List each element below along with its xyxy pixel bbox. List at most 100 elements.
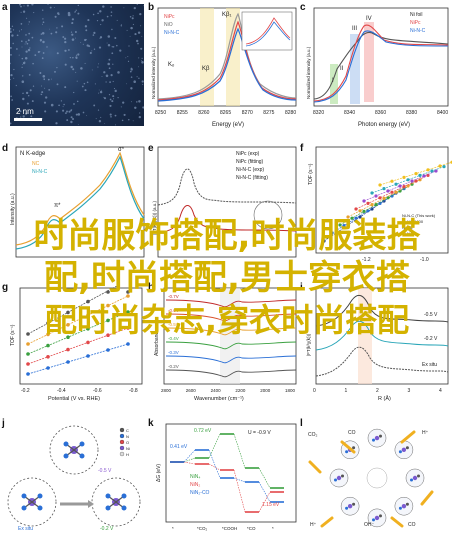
tof-point bbox=[370, 203, 374, 207]
stem-atom-dot bbox=[98, 89, 100, 91]
stem-atom-dot bbox=[101, 76, 103, 78]
k-xcat-label: *COOH bbox=[222, 526, 237, 531]
scalebar-label: 2 nm bbox=[16, 107, 34, 116]
stem-atom-dot bbox=[130, 68, 133, 71]
stem-atom-dot bbox=[94, 83, 96, 85]
panel-l-reaction-cycle: CO₂ H⁺ CO OH⁻ CO H⁺ bbox=[302, 422, 452, 534]
stem-atom-dot bbox=[21, 80, 25, 83]
stem-atom-dot bbox=[80, 67, 83, 70]
axis-tick-label: 8400 bbox=[437, 110, 448, 116]
stem-atom-dot bbox=[129, 35, 131, 37]
stem-atom-dot bbox=[85, 39, 87, 41]
stem-atom-dot bbox=[136, 4, 138, 5]
d-legend-ninc: Ni-N-C bbox=[32, 169, 48, 175]
stem-atom-dot bbox=[113, 88, 116, 90]
tof-point bbox=[398, 184, 402, 188]
stem-atom-dot bbox=[73, 103, 75, 105]
stem-atom-dot bbox=[32, 85, 35, 87]
g-point bbox=[86, 313, 90, 317]
e-legend-4: Ni-N-C (fitting) bbox=[236, 175, 268, 181]
stem-atom-dot bbox=[116, 44, 118, 47]
stem-atom-dot bbox=[77, 4, 80, 7]
stem-atom-dot bbox=[131, 17, 134, 20]
stem-atom-dot bbox=[104, 123, 105, 124]
stem-atom-dot bbox=[19, 4, 21, 6]
e-legend-2: NiPc (fitting) bbox=[236, 159, 264, 165]
stem-atom-dot bbox=[125, 83, 127, 85]
stem-atom-dot bbox=[13, 77, 15, 79]
stem-atom-dot bbox=[10, 79, 11, 81]
stem-atom-dot bbox=[19, 110, 22, 113]
g-point bbox=[86, 327, 90, 331]
k-value-1: 0.41 eV bbox=[170, 444, 188, 450]
tof-point bbox=[378, 183, 382, 187]
stem-atom-dot bbox=[143, 5, 144, 7]
g-point bbox=[66, 310, 70, 315]
f-legend-1: Ni-N-C (This work) bbox=[402, 213, 436, 218]
stem-atom-dot bbox=[140, 25, 142, 27]
n-atom bbox=[121, 493, 127, 499]
stem-atom-dot bbox=[42, 75, 46, 78]
ir-potential-label: -0.7V bbox=[168, 294, 179, 299]
d-title: N K-edge bbox=[20, 151, 46, 157]
panel-label-g: g bbox=[2, 282, 9, 293]
panel-i-insitu-exafs: -0.5 V -0.2 V Ex situ 0 1 2 3 4 R (Å) |FT(k³… bbox=[302, 286, 452, 404]
stem-atom-dot bbox=[141, 80, 144, 83]
stem-atom-dot bbox=[111, 100, 114, 103]
stem-atom-dot bbox=[31, 36, 34, 39]
stem-atom-dot bbox=[93, 48, 96, 50]
stem-atom-dot bbox=[129, 16, 132, 18]
stem-atom-dot bbox=[138, 57, 140, 59]
stem-atom-dot bbox=[42, 40, 45, 44]
stem-atom-dot bbox=[71, 38, 75, 41]
stem-atom-dot bbox=[99, 36, 103, 39]
stem-atom-dot bbox=[77, 12, 80, 15]
stem-atom-dot bbox=[27, 112, 29, 114]
axis-tick-label: 2200 bbox=[235, 388, 246, 393]
g-xlabel: Potential (V vs. RHE) bbox=[48, 396, 100, 402]
tof-point bbox=[426, 173, 430, 177]
tof-point bbox=[418, 178, 422, 182]
stem-atom-dot bbox=[10, 27, 12, 30]
g-point bbox=[46, 343, 50, 348]
stem-atom-dot bbox=[133, 80, 136, 83]
axis-tick-label: 0 bbox=[313, 388, 316, 394]
legend-ni-foil: Ni foil bbox=[410, 12, 423, 18]
g-point bbox=[26, 352, 30, 356]
stem-atom-dot bbox=[105, 74, 109, 78]
stem-atom-dot bbox=[107, 62, 110, 66]
g-point bbox=[126, 342, 130, 346]
legend-nc: NC bbox=[32, 161, 40, 167]
stem-atom-dot bbox=[110, 11, 113, 13]
stem-atom-dot bbox=[92, 13, 95, 16]
stem-atom-dot bbox=[84, 62, 86, 64]
tof-point bbox=[378, 196, 382, 200]
g-point bbox=[106, 333, 110, 337]
tof-point bbox=[438, 164, 442, 168]
i-label-exsitu: Ex situ bbox=[422, 362, 437, 368]
reaction-arrow bbox=[320, 516, 334, 528]
stem-atom-dot bbox=[42, 52, 45, 54]
stem-atom-dot bbox=[10, 46, 12, 49]
n-atom bbox=[105, 505, 111, 511]
stem-atom-dot bbox=[109, 98, 112, 101]
stem-atom-dot bbox=[24, 56, 28, 60]
k-xcat-label: *CO₂ bbox=[197, 526, 208, 531]
stem-atom-dot bbox=[27, 48, 31, 52]
stem-atom-dot bbox=[66, 110, 68, 113]
stem-atom-dot bbox=[70, 65, 73, 69]
stem-atom-dot bbox=[121, 119, 124, 122]
stem-atom-dot bbox=[100, 116, 102, 118]
n-atom bbox=[21, 505, 27, 511]
stem-atom-dot bbox=[44, 87, 46, 89]
stem-atom-dot bbox=[40, 93, 42, 95]
l-label-h1: H⁺ bbox=[422, 430, 429, 436]
stem-atom-dot bbox=[27, 39, 30, 42]
stem-atom-dot bbox=[77, 124, 79, 125]
stem-atom-dot bbox=[12, 29, 15, 31]
stem-atom-dot bbox=[41, 23, 44, 25]
stem-atom-dot bbox=[39, 40, 42, 42]
ir-potential-label: -0.6V bbox=[168, 308, 179, 313]
tof-point bbox=[390, 179, 394, 183]
stem-atom-dot bbox=[120, 106, 122, 108]
